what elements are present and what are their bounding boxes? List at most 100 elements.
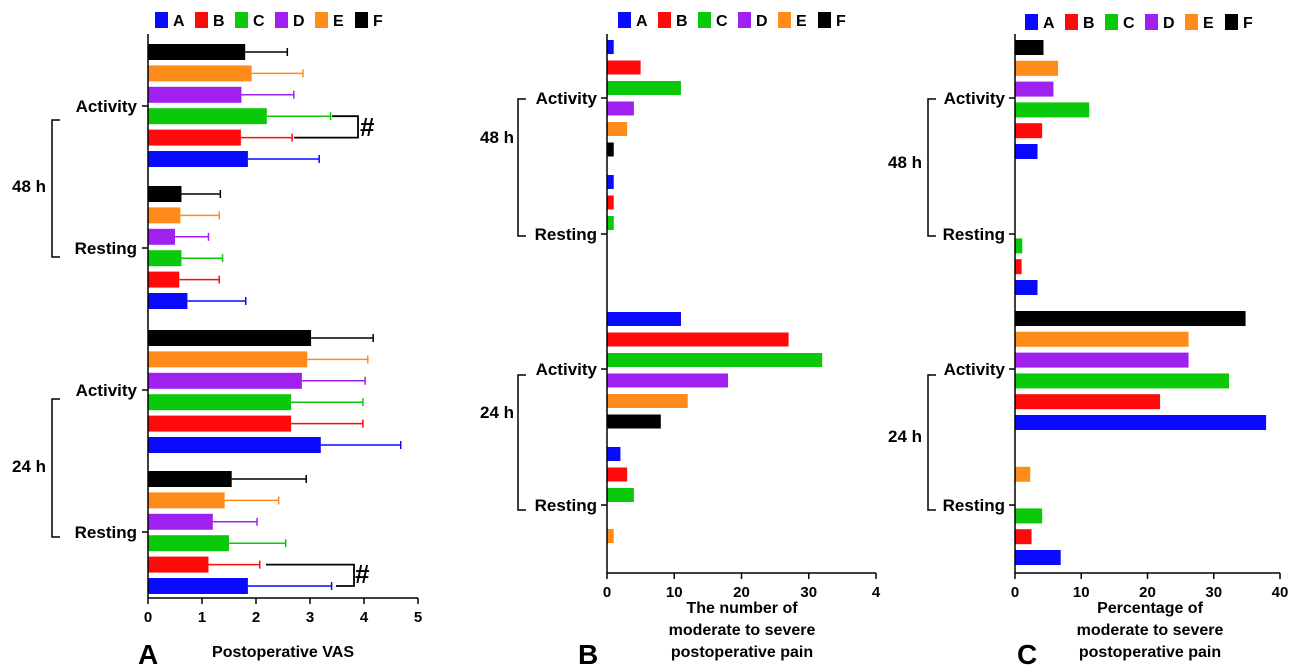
panel-b-bracket-0 <box>517 98 526 237</box>
panel-c-x-tick-label-1: 10 <box>1073 584 1090 601</box>
panel-b-bar-1-c <box>607 216 614 230</box>
panel-a-bar-0-e <box>148 65 252 82</box>
panel-c-label: C <box>1017 639 1037 666</box>
panel-c-condition-label-1: Resting <box>943 225 1005 244</box>
panel-a-sig-mark-0: # <box>360 112 375 142</box>
panel-c-x-tick-label-3: 30 <box>1205 584 1222 601</box>
panel-c-bar-0-d <box>1015 81 1054 97</box>
panel-a-legend-swatch-b <box>195 12 208 28</box>
panel-c-legend-label-c: C <box>1123 15 1135 32</box>
panel-a-legend-label-c: C <box>253 13 265 30</box>
panel-a-bar-1-a <box>148 293 188 309</box>
panel-b-bar-2-e <box>607 394 688 408</box>
panel-a-legend-label-e: E <box>333 13 344 30</box>
panel-c-bar-2-e <box>1015 331 1189 347</box>
panel-a-bar-1-e <box>148 207 181 224</box>
panel-a-bar-3-a <box>148 578 248 594</box>
panel-b-legend-swatch-a <box>618 12 631 28</box>
panel-a-bar-0-a <box>148 151 248 167</box>
panel-b-legend-swatch-b <box>658 12 671 28</box>
panel-b-condition-label-0: Activity <box>536 89 598 108</box>
panel-a-condition-label-0: Activity <box>76 97 138 116</box>
panel-a-time-label-1: 24 h <box>12 457 46 476</box>
panel-b-x-tick-label-3: 30 <box>800 584 817 601</box>
panel-c-legend-swatch-d <box>1145 14 1158 30</box>
panel-c-bar-0-f <box>1015 40 1044 55</box>
panel-b-bar-1-a <box>607 175 614 189</box>
panel-b-label: B <box>578 639 598 666</box>
panel-c-bar-3-c <box>1015 508 1043 524</box>
panel-b-legend-label-a: A <box>636 13 648 30</box>
panel-c-bar-3-b <box>1015 529 1032 545</box>
panel-b-bar-0-a <box>607 40 614 54</box>
panel-a-x-tick-label-0: 0 <box>144 609 152 626</box>
panel-c-bar-2-d <box>1015 352 1189 368</box>
panel-c-legend-swatch-c <box>1105 14 1118 30</box>
panel-a-x-tick-label-5: 5 <box>414 609 422 626</box>
panel-c-bar-1-b <box>1015 259 1022 275</box>
panel-b-bracket-1 <box>517 374 526 511</box>
panel-b-legend-swatch-d <box>738 12 751 28</box>
panel-b-legend-swatch-e <box>778 12 791 28</box>
panel-b-legend-label-c: C <box>716 13 728 30</box>
panel-b-x-tick-label-4: 4 <box>872 584 881 601</box>
panel-a-label: A <box>138 639 158 666</box>
panel-a-bracket-0 <box>51 119 60 258</box>
panel-b-bar-3-e <box>607 529 614 543</box>
panel-b-bar-0-f <box>607 142 614 157</box>
panel-c-condition-label-0: Activity <box>944 89 1006 108</box>
panel-b-time-label-1: 24 h <box>480 403 514 422</box>
panel-a-sig-bracket-0 <box>294 115 359 139</box>
panel-b-x-tick-label-2: 20 <box>733 584 750 601</box>
panel-a-bar-3-e <box>148 492 225 509</box>
panel-b-xlabel-line-2: postoperative pain <box>671 644 813 661</box>
panel-a-bar-2-d <box>148 372 302 389</box>
panel-b-bar-2-d <box>607 373 729 388</box>
panel-b-x-tick-label-0: 0 <box>603 584 611 601</box>
panel-c-legend-swatch-f <box>1225 14 1238 30</box>
panel-a-x-tick-label-2: 2 <box>252 609 260 626</box>
panel-c-x-tick-label-0: 0 <box>1011 584 1019 601</box>
panel-b-legend-label-b: B <box>676 13 688 30</box>
panel-c-xlabel-line-1: moderate to severe <box>1077 622 1224 639</box>
panel-b-bar-2-f <box>607 414 661 429</box>
panel-a-legend-swatch-f <box>355 12 368 28</box>
panel-c-legend-swatch-e <box>1185 14 1198 30</box>
panel-c-x-tick-label-2: 20 <box>1139 584 1156 601</box>
panel-a-condition-label-3: Resting <box>75 523 137 542</box>
panel-b-xlabel-line-0: The number of <box>686 600 798 617</box>
panel-c-time-label-0: 48 h <box>888 153 922 172</box>
panel-a-sig-bracket-1 <box>266 563 355 587</box>
panel-b-legend-label-e: E <box>796 13 807 30</box>
panel-a-bar-3-f <box>148 471 232 487</box>
panel-c-time-label-1: 24 h <box>888 427 922 446</box>
panel-c-xlabel-line-2: postoperative pain <box>1079 644 1221 661</box>
panel-a-bracket-1 <box>51 398 60 538</box>
panel-b-condition-label-1: Resting <box>535 225 597 244</box>
panel-a-legend-label-d: D <box>293 13 305 30</box>
panel-a-xlabel-line-0: Postoperative VAS <box>212 644 354 661</box>
panel-a-bar-0-d <box>148 86 242 103</box>
panel-c-xlabel-line-0: Percentage of <box>1097 600 1203 617</box>
panel-c-bar-1-a <box>1015 280 1038 295</box>
panel-a-x-tick-label-3: 3 <box>306 609 314 626</box>
panel-a-bar-1-d <box>148 228 175 245</box>
panel-a-x-tick-label-1: 1 <box>198 609 206 626</box>
panel-a-bar-0-c <box>148 108 267 125</box>
panel-c-bar-0-a <box>1015 144 1038 159</box>
panel-c-x-tick-label-4: 40 <box>1272 584 1289 601</box>
panel-b-x-tick-label-1: 10 <box>666 584 683 601</box>
panel-a-bar-0-b <box>148 129 241 146</box>
panel-a-legend-swatch-e <box>315 12 328 28</box>
panel-a-condition-label-2: Activity <box>76 381 138 400</box>
panel-b-legend-swatch-f <box>818 12 831 28</box>
panel-a-bar-2-e <box>148 351 308 368</box>
panel-b-legend-label-d: D <box>756 13 768 30</box>
panel-a-bar-1-b <box>148 271 180 288</box>
panel-c-condition-label-2: Activity <box>944 360 1006 379</box>
panel-b-legend-swatch-c <box>698 12 711 28</box>
panel-a-time-label-0: 48 h <box>12 177 46 196</box>
panel-a-bar-2-f <box>148 330 312 346</box>
panel-c-legend-label-d: D <box>1163 15 1175 32</box>
